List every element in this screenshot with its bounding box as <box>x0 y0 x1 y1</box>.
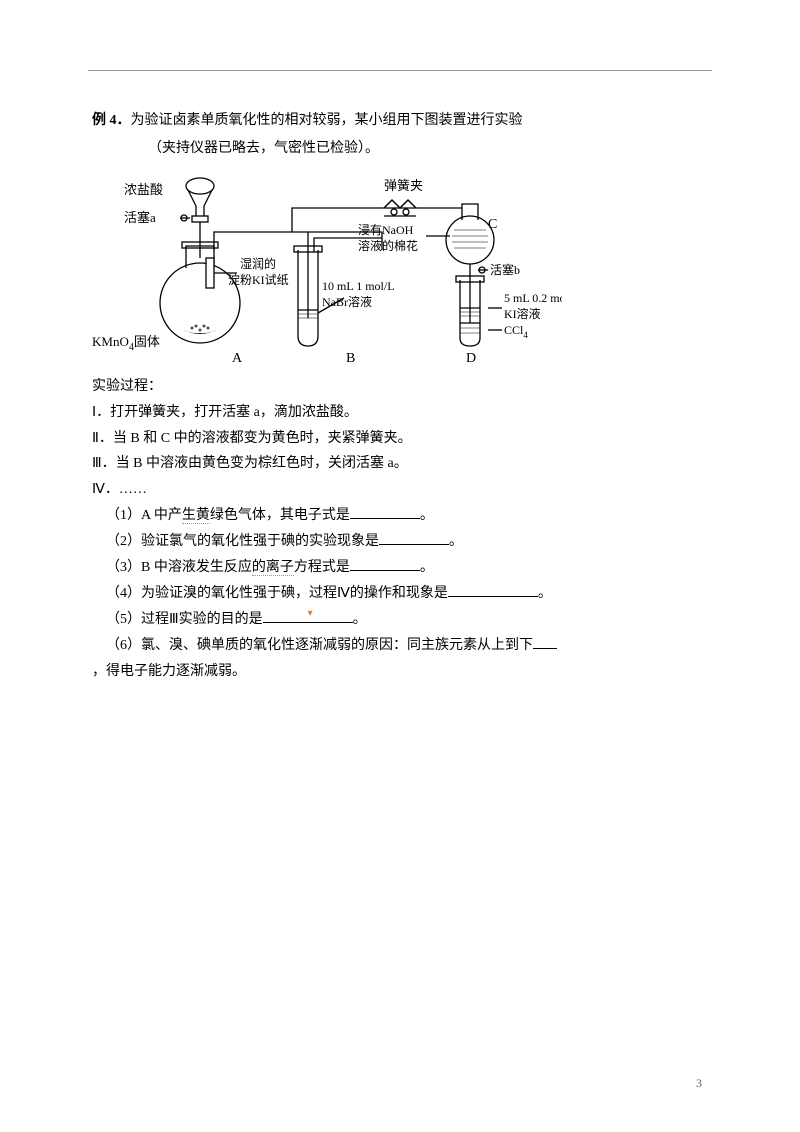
label-ki-2: KI溶液 <box>504 306 541 321</box>
label-naoh-1: 浸有NaOH <box>358 223 414 237</box>
top-border <box>88 70 712 71</box>
label-starch-2: 淀粉KI试纸 <box>228 272 289 287</box>
process-step-1: Ⅰ．打开弹簧夹，打开活塞 a，滴加浓盐酸。 <box>92 400 708 426</box>
q3-dotted: 的离子 <box>252 560 294 576</box>
label-c: C <box>488 217 497 232</box>
q1-dotted: 生黄 <box>182 508 210 524</box>
label-stopcock-a: 活塞a <box>124 210 156 225</box>
title-line-2: （夹持仪器已略去，气密性已检验）。 <box>92 136 708 162</box>
question-1: （1）A 中产生黄绿色气体，其电子式是。 <box>92 503 708 529</box>
process-step-3: Ⅲ．当 B 中溶液由黄色变为棕红色时，关闭活塞 a。 <box>92 451 708 477</box>
title-text-2: （夹持仪器已略去，气密性已检验）。 <box>148 141 379 156</box>
label-nabr-1: 10 mL 1 mol/L <box>322 279 395 293</box>
label-nabr-2: NaBr溶液 <box>322 294 372 309</box>
accent-dot-icon: ▾ <box>308 605 313 624</box>
process-step-2: Ⅱ．当 B 和 C 中的溶液都变为黄色时，夹紧弹簧夹。 <box>92 426 708 452</box>
process-heading: 实验过程： <box>92 374 708 400</box>
label-naoh-2: 溶液的棉花 <box>358 238 418 253</box>
blank-4 <box>448 582 538 597</box>
question-6: （6）氯、溴、碘单质的氧化性逐渐减弱的原因：同主族元素从上到下 <box>92 633 708 659</box>
label-ccl4: CCl4 <box>504 323 528 340</box>
blank-6 <box>533 633 557 648</box>
page-number: 3 <box>696 1072 702 1094</box>
title-prefix: 例 4． <box>92 113 131 128</box>
question-6b: ，得电子能力逐渐减弱。 <box>92 659 708 685</box>
label-ki-1: 5 mL 0.2 mol/L <box>504 291 562 305</box>
apparatus-diagram: 浓盐酸 活塞a 湿润的 淀粉KI试纸 KMnO4固体 弹簧夹 浸有NaOH 溶液… <box>92 168 708 368</box>
question-4: （4）为验证溴的氧化性强于碘，过程Ⅳ的操作和现象是。 <box>92 581 708 607</box>
label-hcl: 浓盐酸 <box>124 182 163 197</box>
label-kmno4: KMnO4固体 <box>92 334 160 353</box>
label-starch-1: 湿润的 <box>240 256 276 271</box>
label-b: B <box>346 351 355 366</box>
example-title: 例 4．为验证卤素单质氧化性的相对较弱，某小组用下图装置进行实验 <box>92 108 708 134</box>
title-text-1: 为验证卤素单质氧化性的相对较弱，某小组用下图装置进行实验 <box>131 113 523 128</box>
label-stopcock-b: 活塞b <box>490 262 520 277</box>
label-d: D <box>466 351 476 366</box>
question-2: （2）验证氯气的氧化性强于碘的实验现象是。 <box>92 529 708 555</box>
label-spring-clamp: 弹簧夹 <box>384 178 423 193</box>
question-5: （5）过程Ⅲ实验的目的是▾。 <box>92 607 708 633</box>
label-a: A <box>232 351 243 366</box>
blank-1 <box>350 504 420 519</box>
blank-3 <box>350 556 420 571</box>
process-section: 实验过程： Ⅰ．打开弹簧夹，打开活塞 a，滴加浓盐酸。 Ⅱ．当 B 和 C 中的… <box>92 374 708 685</box>
blank-5: ▾ <box>263 607 353 622</box>
process-step-4: Ⅳ．…… <box>92 477 708 503</box>
blank-2 <box>379 530 449 545</box>
question-3: （3）B 中溶液发生反应的离子方程式是。 <box>92 555 708 581</box>
